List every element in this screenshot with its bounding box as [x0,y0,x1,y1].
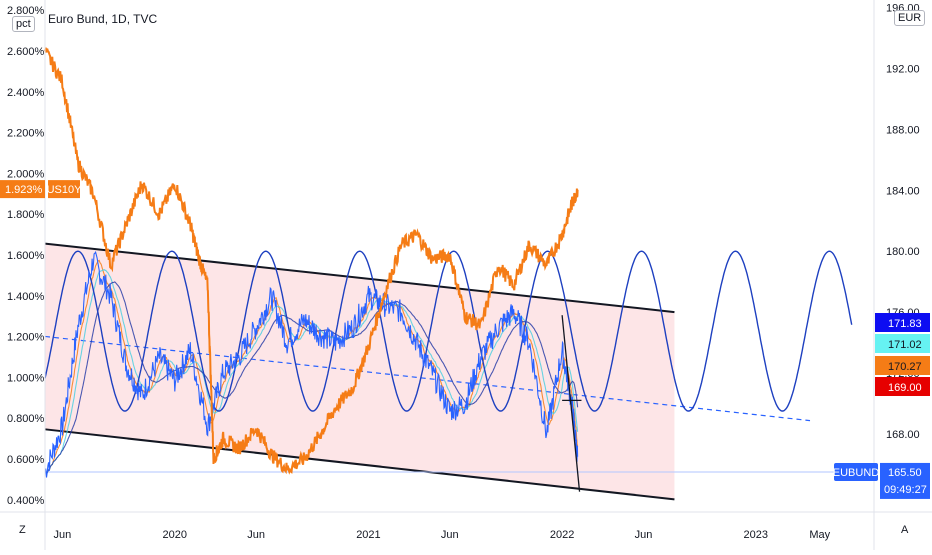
last-price-box [880,462,930,499]
auto-scale-button[interactable]: A [901,524,909,536]
trend-drawings[interactable] [561,315,582,492]
left-price-axis[interactable]: 0.400% 0.600% 0.800% 1.000% 1.200% 1.400% 1.60… [7,0,46,550]
time-axis-tick-label: May [809,529,830,541]
channel-mid-line[interactable] [44,335,811,422]
right-axis-tick-label: 168.00 [886,429,920,441]
left-axis-tick-label: 2.800% [7,5,45,17]
price-label-value: 171.02 [888,339,922,351]
regression-channel[interactable] [44,242,872,501]
left-axis-tick-label: 1.000% [7,372,45,384]
time-axis-tick-label: 2022 [550,529,574,541]
time-axis-tick-label: 2021 [356,529,380,541]
price-label-box [875,377,930,396]
last-price-value: 165.50 [888,467,922,479]
right-axis-unit[interactable]: EUR [894,10,926,26]
price-series[interactable] [44,47,579,478]
price-label-value: 170.27 [888,361,922,373]
last-price-tag-box [834,462,878,481]
left-axis-tick-label: 1.800% [7,209,45,221]
time-axis-tick-label: 2020 [163,529,187,541]
left-axis-unit[interactable]: pct [12,16,35,32]
chart-title: Euro Bund, 1D, TVC [48,12,158,26]
right-axis-tick-label: 184.00 [886,185,920,197]
trend-line-drawing[interactable] [561,315,581,492]
left-axis-tick-label: 2.000% [7,168,45,180]
left-axis-tick-label: 2.400% [7,87,45,99]
time-axis-tick-label: Jun [441,529,459,541]
left-axis-tick-label: 2.200% [7,128,45,140]
ma-cyan [44,268,579,474]
time-axis[interactable]: Jun 2020 Jun 2021 Jun 2022 Jun 2023 May [0,511,932,541]
right-axis-tick-label: 192.00 [886,64,920,76]
zoom-toggle-button[interactable]: Z [19,524,26,536]
price-label-value: 169.00 [888,382,922,394]
left-axis-tick-label: 1.200% [7,332,45,344]
right-axis-tick-label: 188.00 [886,124,920,136]
us10y-value-box [0,180,45,199]
time-axis-tick-label: Jun [54,529,72,541]
left-axis-tick-label: 0.800% [7,413,45,425]
us10y-value: 1.923% [5,184,43,196]
time-axis-tick-label: 2023 [744,529,768,541]
series-us10y-line[interactable] [44,47,579,475]
price-labels: 171.83 171.02 170.27 169.00 EUBUND 165.50 09:4… [0,180,930,499]
channel-lower-line[interactable] [44,428,675,501]
left-axis-tick-label: 0.600% [7,454,45,466]
left-axis-tick-label: 1.600% [7,250,45,262]
us10y-tag-box [48,180,80,199]
left-axis-tick-label: 2.600% [7,46,45,58]
bar-countdown-timer: 09:49:27 [884,484,927,496]
left-axis-tick-label: 1.400% [7,291,45,303]
channel-upper-line[interactable] [44,242,675,314]
left-axis-tick-label: 0.400% [7,495,45,507]
series-eubund-line[interactable] [44,250,579,478]
time-axis-tick-label: Jun [247,529,265,541]
us10y-tag-label: US10Y [47,184,83,196]
right-axis-tick-label: 180.00 [886,246,920,258]
last-price-tag-label: EUBUND [833,467,880,479]
price-label-box [875,334,930,353]
price-label-box [875,356,930,375]
price-label-box [875,313,930,332]
time-axis-tick-label: Jun [635,529,653,541]
price-label-value: 171.83 [888,318,922,330]
